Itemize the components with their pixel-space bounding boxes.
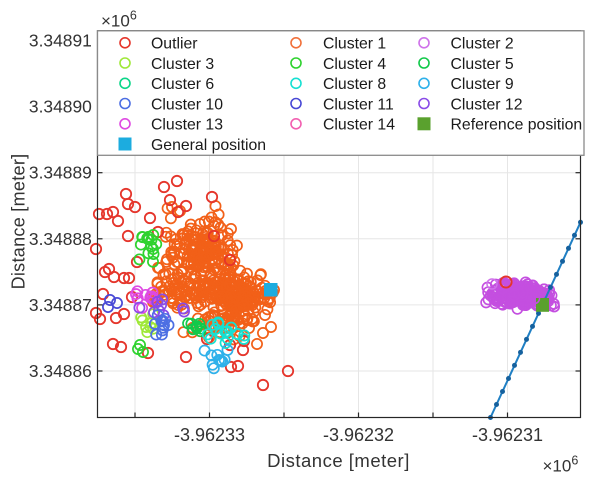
svg-text:Reference position: Reference position (451, 117, 583, 134)
svg-text:Outlier: Outlier (151, 36, 198, 53)
svg-text:Cluster 1: Cluster 1 (323, 36, 386, 53)
svg-text:3.34888: 3.34888 (29, 229, 92, 249)
svg-text:Cluster 11: Cluster 11 (323, 96, 394, 113)
svg-text:3.34886: 3.34886 (29, 361, 92, 381)
svg-text:Cluster 4: Cluster 4 (323, 56, 386, 73)
svg-text:Cluster 9: Cluster 9 (451, 76, 514, 93)
svg-text:Cluster 13: Cluster 13 (151, 117, 223, 134)
svg-text:-3.96233: -3.96233 (174, 425, 245, 445)
svg-text:Cluster 6: Cluster 6 (151, 76, 214, 93)
svg-text:3.34891: 3.34891 (29, 31, 92, 51)
svg-text:Cluster 5: Cluster 5 (451, 56, 514, 73)
svg-text:Distance [meter]: Distance [meter] (267, 450, 410, 471)
svg-text:×106: ×106 (543, 454, 579, 476)
svg-text:Cluster 14: Cluster 14 (323, 117, 395, 134)
svg-text:3.34887: 3.34887 (29, 295, 92, 315)
svg-text:×106: ×106 (101, 9, 137, 31)
svg-text:-3.96231: -3.96231 (472, 425, 543, 445)
svg-text:Cluster 3: Cluster 3 (151, 56, 214, 73)
svg-text:General position: General position (151, 137, 266, 154)
svg-text:Cluster 8: Cluster 8 (323, 76, 386, 93)
svg-text:-3.96232: -3.96232 (323, 425, 394, 445)
svg-text:Cluster 10: Cluster 10 (151, 96, 223, 113)
svg-text:Cluster 12: Cluster 12 (451, 96, 523, 113)
svg-text:3.34889: 3.34889 (29, 163, 92, 183)
svg-text:Cluster 2: Cluster 2 (451, 36, 514, 53)
svg-text:3.34890: 3.34890 (29, 97, 92, 117)
svg-text:Distance [meter]: Distance [meter] (9, 154, 29, 290)
